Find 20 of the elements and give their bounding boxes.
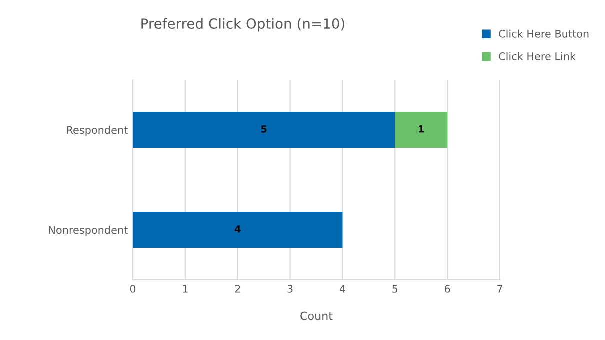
x-tick-label: 3 bbox=[288, 285, 293, 293]
y-tick-label: Respondent bbox=[67, 126, 128, 136]
data-label: 4 bbox=[234, 226, 241, 233]
x-tick-label: 5 bbox=[392, 285, 398, 293]
x-tick-label: 0 bbox=[130, 285, 136, 293]
data-label: 5 bbox=[261, 126, 267, 133]
bar bbox=[133, 112, 396, 148]
x-tick-label: 7 bbox=[498, 285, 502, 293]
bar bbox=[133, 212, 343, 248]
legend-label: Click Here Button bbox=[499, 30, 589, 38]
x-axis-title: Count bbox=[300, 312, 333, 320]
data-label: 1 bbox=[419, 126, 424, 133]
x-tick-label: 4 bbox=[340, 285, 346, 293]
legend-label: Click Here Link bbox=[499, 52, 576, 60]
bar bbox=[395, 112, 448, 148]
x-tick-label: 1 bbox=[183, 285, 188, 293]
x-tick-label: 6 bbox=[444, 285, 450, 293]
y-tick-label: Nonrespondent bbox=[49, 226, 128, 236]
chart-title: Preferred Click Option (n=10) bbox=[142, 18, 344, 32]
x-tick-label: 2 bbox=[235, 285, 240, 293]
